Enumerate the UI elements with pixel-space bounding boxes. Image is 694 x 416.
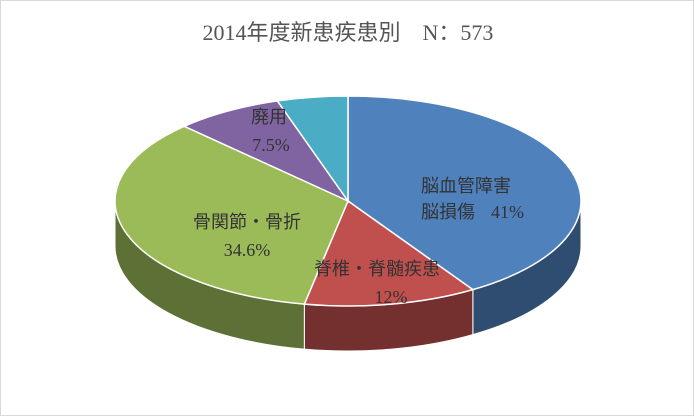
slice: [276, 95, 349, 204]
slice-label: 脊椎・脊髄疾患: [314, 259, 440, 279]
slice: [303, 199, 475, 307]
value-label: 7.5%: [252, 135, 290, 155]
slice: [182, 100, 351, 203]
chart-title: 2014年度新患疾患別 N：573: [202, 20, 494, 45]
slice: [347, 95, 582, 291]
slice-label: 脳血管障害 脳損傷: [421, 176, 511, 222]
value-label: 12%: [374, 287, 408, 307]
value-label: 41%: [491, 202, 524, 222]
slice-label: 廃用: [251, 107, 287, 127]
slice: [114, 125, 349, 305]
slice-label: 骨関節・骨折: [193, 212, 301, 232]
value-label: 34.6%: [223, 240, 271, 260]
